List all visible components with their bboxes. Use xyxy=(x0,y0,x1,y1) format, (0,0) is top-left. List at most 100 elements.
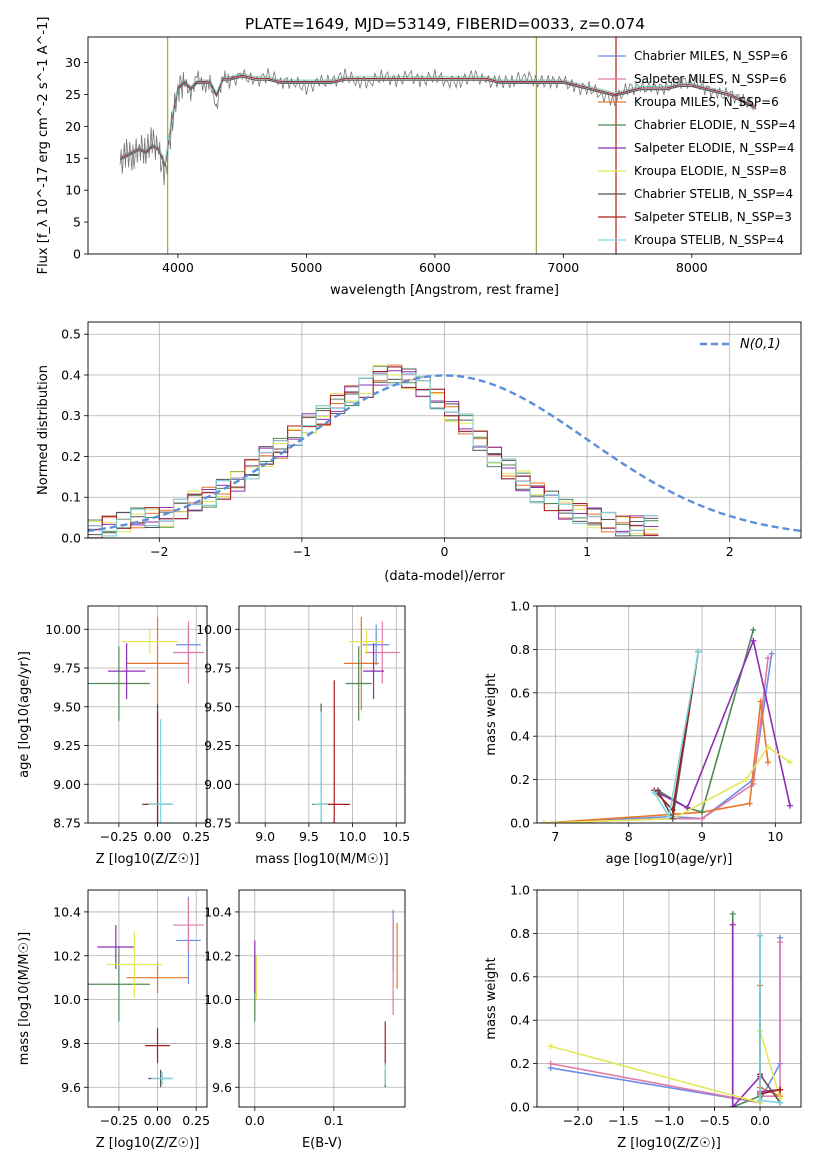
grid xyxy=(88,322,801,539)
x-tick-label: −2.0 xyxy=(563,1113,593,1128)
y-tick-label: 30 xyxy=(65,55,81,70)
plot-area xyxy=(254,909,398,1088)
legend: N(0,1) xyxy=(700,337,781,352)
model-line xyxy=(119,73,757,165)
x-tick-label: 0.0 xyxy=(750,1113,770,1128)
grid xyxy=(88,606,207,824)
observed-spectrum xyxy=(119,68,755,186)
series-marker xyxy=(699,809,705,816)
y-axis-label: age [log10(age/yr)] xyxy=(17,651,32,778)
y-tick-label: 0.8 xyxy=(510,642,530,657)
y-tick-label: 0.0 xyxy=(61,531,81,546)
series-marker xyxy=(765,744,771,751)
x-tick-label: −0.5 xyxy=(699,1113,729,1128)
axes-frame xyxy=(536,889,802,1108)
x-tick-label: 5000 xyxy=(290,260,322,275)
plot-area xyxy=(547,910,784,1107)
x-tick-label: −1.5 xyxy=(608,1113,638,1128)
y-tick-label: 10.2 xyxy=(53,948,81,963)
axes-frame xyxy=(87,605,208,824)
y-tick-label: 8.75 xyxy=(204,816,232,831)
histogram-step xyxy=(88,373,659,537)
y-axis-label: mass weight xyxy=(484,673,499,755)
grid xyxy=(239,606,405,824)
series-marker xyxy=(757,698,764,705)
y-tick-label: 9.8 xyxy=(212,1036,232,1051)
y-tick-label: 0.2 xyxy=(510,1056,530,1071)
x-tick-label: 9.5 xyxy=(299,829,319,844)
y-tick-label: 0.1 xyxy=(61,490,81,505)
series-marker xyxy=(541,820,548,823)
y-axis-label: Normed distribution xyxy=(36,365,51,495)
series-marker xyxy=(547,1043,554,1050)
normal-curve xyxy=(88,374,801,533)
series-line xyxy=(731,913,761,1107)
x-tick-label: 7000 xyxy=(547,260,579,275)
y-axis-label: mass weight xyxy=(484,957,499,1039)
legend-label: Salpeter STELIB, N_SSP=3 xyxy=(634,210,792,224)
y-tick-label: 5 xyxy=(73,215,81,230)
axes-frame xyxy=(87,321,802,539)
x-tick-label: 0.25 xyxy=(182,1113,210,1128)
legend: Chabrier MILES, N_SSP=6 Salpeter MILES, N… xyxy=(598,49,796,247)
series-marker xyxy=(729,921,736,928)
chart-age_vs_mass: 9.0 9.5 10.0 10.5 8.75 9.00 9.25 9.50 9.75 10.00 m… xyxy=(196,605,410,867)
series-marker xyxy=(695,648,702,655)
y-tick-label: 0.2 xyxy=(61,449,81,464)
y-tick-label: 1.0 xyxy=(510,599,530,614)
chart-weight_vs_age: 7 8 9 10 0.0 0.2 0.4 0.6 0.8 1.0 age [log10(age/yr… xyxy=(484,599,802,867)
legend-label: Salpeter ELODIE, N_SSP=4 xyxy=(634,141,795,155)
x-tick-label: 0 xyxy=(441,544,449,559)
x-tick-label: −1.0 xyxy=(654,1113,684,1128)
legend-label: Kroupa STELIB, N_SSP=4 xyxy=(634,233,784,247)
y-tick-label: 0.4 xyxy=(510,729,530,744)
y-tick-label: 0.4 xyxy=(61,367,81,382)
y-tick-label: 0.6 xyxy=(510,969,530,984)
chart-weight_vs_Z: −2.0 −1.5 −1.0 −0.5 0.0 0.0 0.2 0.4 0.6 0.8 1.0 Z [… xyxy=(484,883,802,1151)
plot-area xyxy=(88,896,204,1088)
series-marker xyxy=(746,800,753,807)
x-tick-label: −2 xyxy=(150,544,168,559)
series-marker xyxy=(765,759,771,766)
y-tick-label: 10.0 xyxy=(204,992,232,1007)
series-marker xyxy=(666,813,672,820)
legend-label: Chabrier MILES, N_SSP=6 xyxy=(634,49,788,63)
y-tick-label: 0.3 xyxy=(61,408,81,423)
y-tick-label: 9.25 xyxy=(53,738,81,753)
series-marker xyxy=(777,939,784,946)
y-tick-label: 9.00 xyxy=(204,777,232,792)
legend-label: Chabrier STELIB, N_SSP=4 xyxy=(634,187,793,201)
x-axis-label: Z [log10(Z/Z☉)] xyxy=(617,1136,721,1151)
x-tick-label: 10.5 xyxy=(382,829,410,844)
series-line xyxy=(731,924,781,1107)
x-tick-label: 10.0 xyxy=(339,829,367,844)
series-marker xyxy=(787,802,793,809)
series-marker xyxy=(547,1060,554,1067)
series-marker xyxy=(684,804,691,811)
x-tick-label: 1 xyxy=(583,544,591,559)
y-tick-label: 9.6 xyxy=(61,1080,81,1095)
axes-frame xyxy=(87,889,208,1108)
x-axis-label: age [log10(age/yr)] xyxy=(606,852,733,867)
y-tick-label: 1.0 xyxy=(510,883,530,898)
series-marker xyxy=(669,815,676,822)
chart-age_vs_Z: −0.25 0.00 0.25 8.75 9.00 9.25 9.50 9.75 10.00 Z … xyxy=(17,605,210,867)
y-tick-label: 0.8 xyxy=(510,926,530,941)
x-tick-label: 2 xyxy=(726,544,734,559)
axes-frame xyxy=(238,605,406,824)
series-marker xyxy=(757,932,764,939)
x-tick-label: −1 xyxy=(293,544,311,559)
plot-area xyxy=(312,616,400,823)
x-tick-label: 9 xyxy=(698,829,706,844)
y-tick-label: 10.4 xyxy=(204,904,232,919)
x-axis-label: Z [log10(Z/Z☉)] xyxy=(96,852,200,867)
y-tick-label: 9.75 xyxy=(53,661,81,676)
y-tick-label: 20 xyxy=(65,119,81,134)
y-tick-label: 25 xyxy=(65,87,81,102)
series-marker xyxy=(777,1086,784,1093)
y-tick-label: 10.0 xyxy=(53,992,81,1007)
x-tick-label: 0.25 xyxy=(182,829,210,844)
y-tick-label: 10.2 xyxy=(204,948,232,963)
series-line xyxy=(759,935,781,1104)
